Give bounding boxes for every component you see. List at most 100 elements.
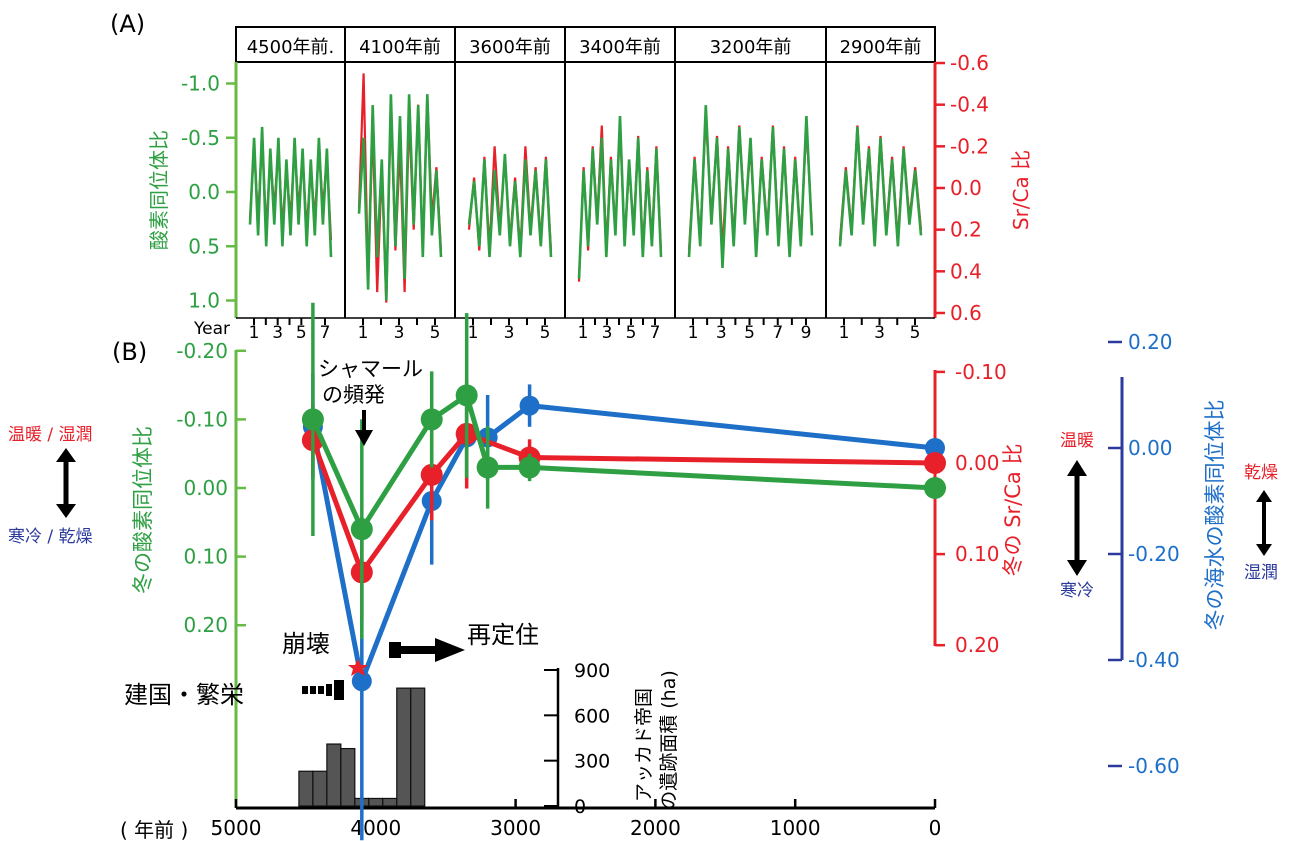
left-axis-tick-label: -0.5 bbox=[181, 126, 220, 150]
year-tick-label: 3 bbox=[272, 323, 283, 343]
year-tick-label: 1 bbox=[578, 323, 589, 343]
area-bar bbox=[368, 797, 384, 807]
legend-warm: 温暖 bbox=[1060, 431, 1094, 451]
panel-a-right-axis-label: Sr/Ca 比 bbox=[1009, 150, 1033, 230]
area-bar bbox=[382, 797, 398, 807]
panel-b-right1-tick-label: 0.00 bbox=[955, 451, 1000, 475]
area-bars: 900 600 300 0 bbox=[298, 660, 610, 818]
data-point bbox=[476, 456, 499, 479]
panel-b-right2-tick-label: -0.60 bbox=[1128, 754, 1180, 778]
x-axis-tick-label: 1000 bbox=[770, 816, 821, 840]
left-axis-tick-label: 0.5 bbox=[188, 234, 220, 258]
year-tick-label: 7 bbox=[650, 323, 661, 343]
panel-b-right2-tick-label: 0.00 bbox=[1128, 436, 1173, 460]
year-tick-label: 7 bbox=[320, 323, 331, 343]
year-tick-label: 1 bbox=[688, 323, 699, 343]
panel-b-label: (B) bbox=[112, 338, 147, 366]
year-tick-label: 1 bbox=[358, 323, 369, 343]
left-axis-tick-label: -1.0 bbox=[181, 72, 220, 96]
x-axis-tick-label: 0 bbox=[929, 816, 942, 840]
area-axis-label-line1: アッカド帝国 bbox=[633, 688, 655, 802]
double-arrow-icon bbox=[56, 448, 76, 518]
panel-b-left-tick-label: 0.20 bbox=[183, 613, 228, 637]
annotation-resettle: 再定住 bbox=[467, 621, 539, 649]
year-tick-label: 3 bbox=[504, 323, 515, 343]
oxygen-series-line bbox=[248, 126, 333, 258]
panel-a-label: (A) bbox=[110, 10, 145, 38]
panel-b-right1-tick-label: -0.10 bbox=[955, 360, 1007, 384]
series-line bbox=[310, 430, 936, 578]
area-bar bbox=[340, 747, 356, 807]
year-tick-label: 3 bbox=[716, 323, 727, 343]
down-arrow-icon bbox=[355, 410, 373, 446]
data-point bbox=[420, 408, 443, 431]
panel-b-right2-tick-label: -0.40 bbox=[1128, 648, 1180, 672]
data-point bbox=[351, 671, 372, 692]
area-axis-tick-label: 0 bbox=[574, 796, 586, 818]
data-point bbox=[455, 384, 478, 407]
data-point bbox=[519, 395, 540, 416]
data-point bbox=[350, 518, 373, 541]
x-axis-tick-label: 4000 bbox=[350, 816, 401, 840]
right-axis-tick-label: -0.2 bbox=[950, 134, 989, 158]
oxygen-series-line bbox=[577, 116, 663, 279]
panel-b-right1-tick-label: 0.20 bbox=[955, 633, 1000, 657]
panel-b-axes: -0.20 -0.10 0.00 0.10 0.20 -0.10 0.00 0.10 0.20 0… bbox=[176, 330, 1180, 840]
oxygen-series-line bbox=[467, 153, 553, 258]
data-point bbox=[420, 463, 443, 486]
oxygen-series-line bbox=[357, 94, 443, 301]
period-header-frame bbox=[235, 26, 936, 63]
panel-b-series bbox=[301, 302, 946, 841]
year-tick-label: 3 bbox=[602, 323, 613, 343]
area-axis-tick-label: 900 bbox=[574, 660, 610, 682]
area-axis-label-line2: の遺跡面積 (ha) bbox=[658, 670, 680, 810]
annotation-shamal-line2: の頻発 bbox=[322, 383, 385, 407]
data-point bbox=[518, 456, 541, 479]
x-axis-tick-label: 5000 bbox=[211, 816, 262, 840]
founding-bar-icon bbox=[302, 680, 344, 700]
year-tick-label: 5 bbox=[430, 323, 441, 343]
panel-b-left-tick-label: -0.10 bbox=[176, 407, 228, 431]
panel-a-right-axis: -0.6 -0.4 -0.2 0.0 0.2 0.4 0.6 bbox=[933, 51, 989, 325]
legend-warm-wet: 温暖 / 湿潤 bbox=[8, 425, 93, 445]
year-tick-label: 5 bbox=[626, 323, 637, 343]
panel-a-left-axis: -1.0 -0.5 0.0 0.5 1.0 bbox=[181, 62, 238, 318]
series-line bbox=[310, 403, 936, 691]
panel-b-right2-axis-label: 冬の海水の酸素同位体比 bbox=[1203, 400, 1227, 631]
year-tick-label: 1 bbox=[468, 323, 479, 343]
oxygen-series-line bbox=[687, 105, 814, 268]
right-axis-tick-label: 0.2 bbox=[950, 218, 982, 242]
area-bar bbox=[396, 687, 412, 807]
annotation-collapse: 崩壊 bbox=[282, 630, 330, 658]
right-axis-tick-label: 0.6 bbox=[950, 301, 982, 325]
data-point bbox=[924, 477, 946, 499]
year-tick-label: 9 bbox=[801, 323, 812, 343]
collapse-star-icon bbox=[348, 659, 368, 676]
panel-a-left-axis-label: 酸素同位体比 bbox=[147, 130, 171, 250]
year-tick-label: 5 bbox=[744, 323, 755, 343]
area-bar bbox=[298, 770, 314, 807]
annotation-found: 建国・繁栄 bbox=[124, 681, 244, 709]
data-point bbox=[301, 408, 324, 431]
panel-b-left-tick-label: 0.10 bbox=[183, 545, 228, 569]
area-bar bbox=[312, 770, 328, 807]
area-bar bbox=[410, 687, 426, 807]
right-arrow-icon bbox=[389, 638, 465, 662]
legend-cold: 寒冷 bbox=[1060, 581, 1094, 601]
x-axis-tick-label: 3000 bbox=[490, 816, 541, 840]
left-axis-tick-label: 0.0 bbox=[188, 180, 220, 204]
right-axis-tick-label: 0.0 bbox=[950, 176, 982, 200]
x-axis-tick-label: 2000 bbox=[630, 816, 681, 840]
right-axis-tick-label: -0.6 bbox=[950, 51, 989, 75]
panel-b-right2-tick-label: 0.20 bbox=[1128, 330, 1173, 354]
data-point bbox=[925, 438, 945, 458]
panel-b-right1-tick-label: 0.10 bbox=[955, 542, 1000, 566]
period-label: 2900年前 bbox=[840, 37, 922, 58]
left-axis-tick-label: 1.0 bbox=[188, 289, 220, 313]
data-point bbox=[924, 452, 946, 474]
panel-a-subpanels bbox=[236, 62, 935, 319]
year-label: Year bbox=[193, 319, 230, 339]
panel-a-period-header: 4500年前. 4100年前 3600年前 3400年前 3200年前 2900年前 bbox=[235, 26, 936, 63]
